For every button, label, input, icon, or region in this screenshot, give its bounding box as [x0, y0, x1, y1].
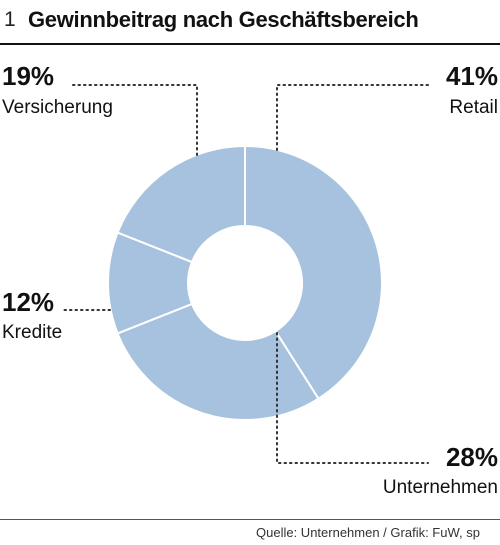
figure-number: 1	[4, 8, 16, 31]
slice-unternehmen	[116, 302, 320, 421]
data-label-kredite: 12%	[2, 287, 54, 317]
leader-line-unternehmen	[276, 332, 429, 464]
leader-line-versicherung	[69, 84, 198, 156]
data-label-unternehmen: 28%	[446, 442, 498, 472]
data-label-retail: 41%	[446, 61, 498, 91]
slice-versicherung	[116, 144, 246, 264]
source-note: Quelle: Unternehmen / Grafik: FuW, sp	[256, 525, 480, 540]
category-label-retail: Retail	[449, 97, 498, 118]
data-label-versicherung: 19%	[2, 61, 54, 91]
category-label-kredite: Kredite	[2, 322, 62, 343]
bottom-rule	[0, 519, 500, 520]
leader-line-retail	[276, 84, 429, 151]
category-label-versicherung: Versicherung	[2, 97, 113, 118]
chart-title: Gewinnbeitrag nach Geschäftsbereich	[28, 7, 419, 32]
top-rule	[0, 43, 500, 45]
category-label-unternehmen: Unternehmen	[383, 477, 498, 498]
chart-header: 1 Gewinnbeitrag nach Geschäftsbereich	[0, 6, 500, 36]
